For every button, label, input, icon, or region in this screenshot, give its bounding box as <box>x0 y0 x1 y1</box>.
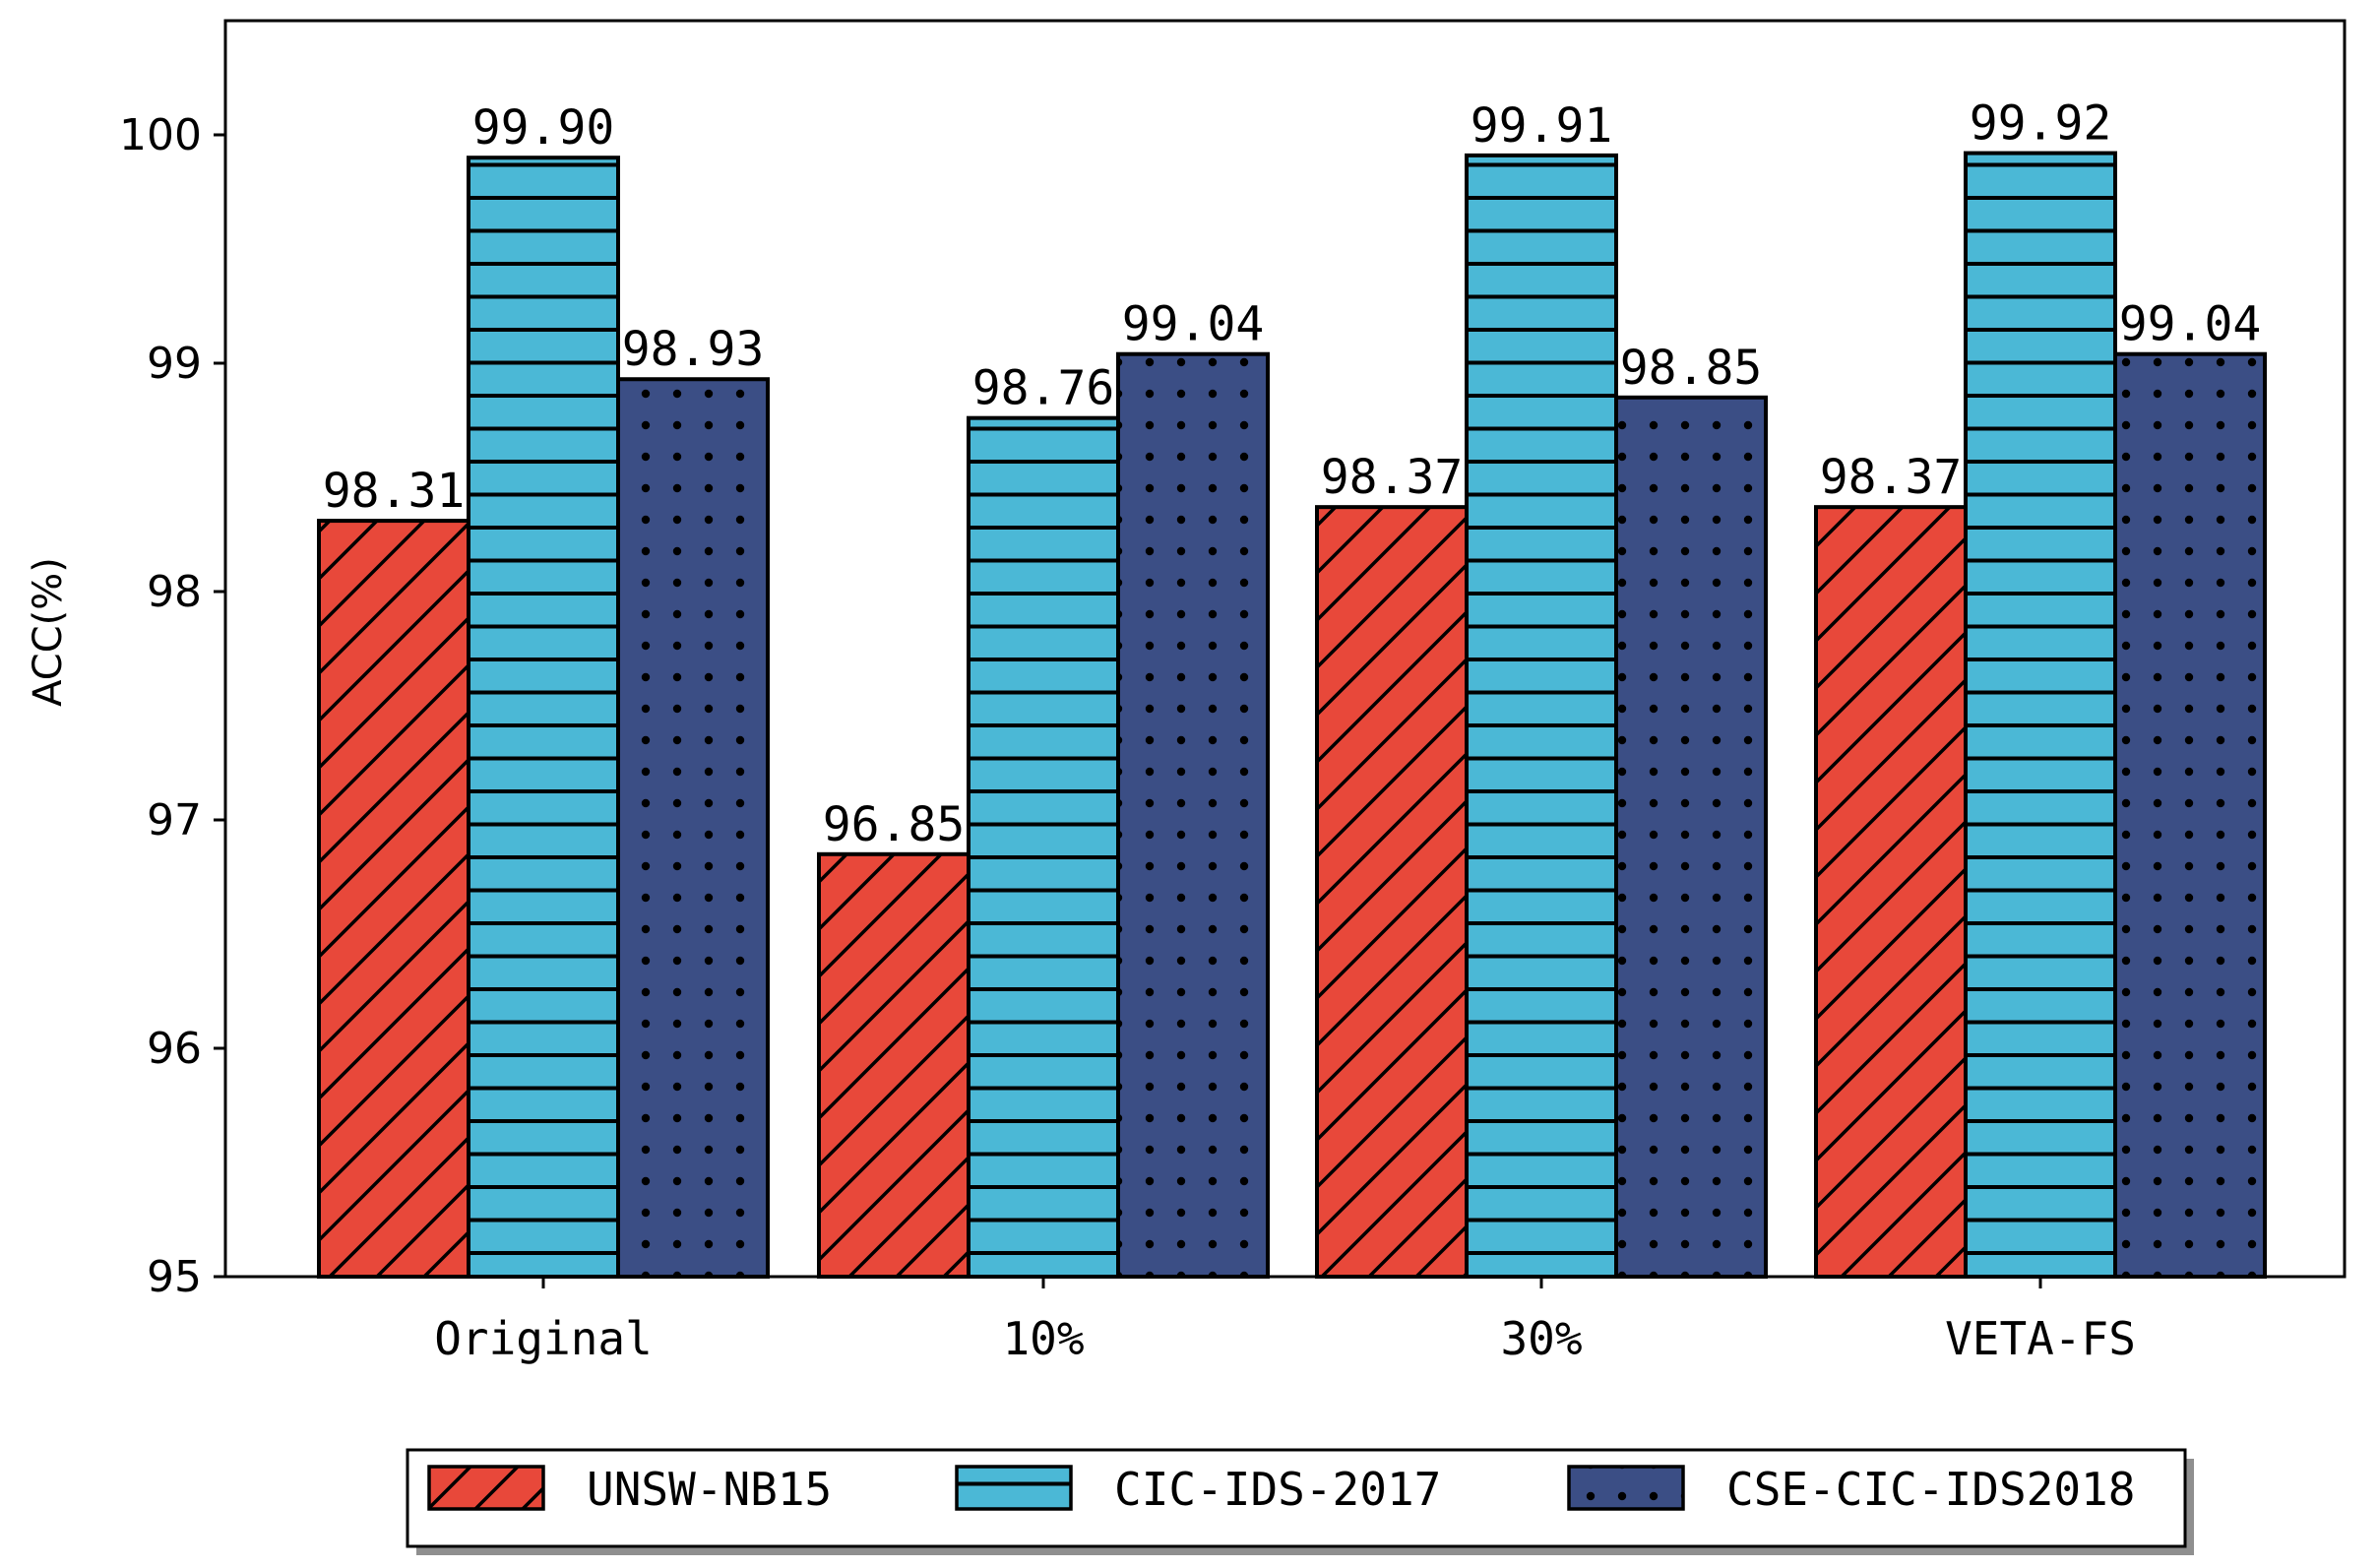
legend-item-cse-cic-ids2018: CSE-CIC-IDS2018 <box>1567 1463 2135 1516</box>
x-tick-label: 30% <box>1500 1312 1582 1365</box>
legend-item-unsw-nb15: UNSW-NB15 <box>427 1463 832 1516</box>
y-tick-label: 97 <box>147 795 202 846</box>
value-label: 99.90 <box>472 100 615 156</box>
legend-label: CIC-IDS-2017 <box>1114 1463 1441 1516</box>
bar-cse-cic-ids2018-3 <box>2113 351 2267 1280</box>
x-tick-label: 10% <box>1002 1312 1084 1365</box>
bar-cic-ids-2017-2 <box>1465 153 1618 1279</box>
y-axis-label: ACC(%) <box>26 557 71 707</box>
x-tick-label: Original <box>434 1312 653 1365</box>
value-label: 98.37 <box>1321 450 1464 505</box>
value-label: 98.85 <box>1620 341 1763 396</box>
bar-cse-cic-ids2018-1 <box>1116 351 1270 1280</box>
legend-item-cic-ids-2017: CIC-IDS-2017 <box>955 1463 1441 1516</box>
value-label: 99.04 <box>2119 297 2262 352</box>
value-label: 99.04 <box>1122 297 1265 352</box>
legend-label: UNSW-NB15 <box>587 1463 832 1516</box>
legend-box <box>406 1448 2187 1548</box>
value-label: 98.76 <box>972 361 1115 416</box>
bar-cic-ids-2017-1 <box>967 415 1120 1279</box>
value-label: 98.37 <box>1820 450 1963 505</box>
x-tick-label: VETA-FS <box>1945 1312 2136 1365</box>
bar-cic-ids-2017-3 <box>1964 151 2117 1279</box>
bar-cse-cic-ids2018-0 <box>616 377 770 1279</box>
value-label: 96.85 <box>823 797 966 852</box>
bar-unsw-nb15-3 <box>1814 505 1968 1279</box>
legend-label: CSE-CIC-IDS2018 <box>1726 1463 2135 1516</box>
bar-cse-cic-ids2018-2 <box>1614 395 1768 1279</box>
plot-frame <box>223 19 2347 1279</box>
value-label: 98.31 <box>323 464 466 519</box>
legend: UNSW-NB15 CIC-IDS-2017 CSE-CIC-IDS2018 <box>406 1448 2194 1555</box>
y-tick-label: 98 <box>147 567 202 617</box>
value-label: 99.92 <box>1970 96 2112 152</box>
y-tick-label: 100 <box>119 110 202 160</box>
bar-unsw-nb15-2 <box>1315 505 1469 1279</box>
value-label: 99.91 <box>1471 98 1613 154</box>
bar-unsw-nb15-1 <box>817 851 970 1279</box>
bar-cic-ids-2017-0 <box>467 156 620 1280</box>
y-tick-label: 96 <box>147 1024 202 1074</box>
bar-unsw-nb15-0 <box>317 519 470 1279</box>
y-tick-label: 99 <box>147 339 202 389</box>
value-label: 98.93 <box>622 322 765 377</box>
y-tick-label: 95 <box>147 1252 202 1302</box>
